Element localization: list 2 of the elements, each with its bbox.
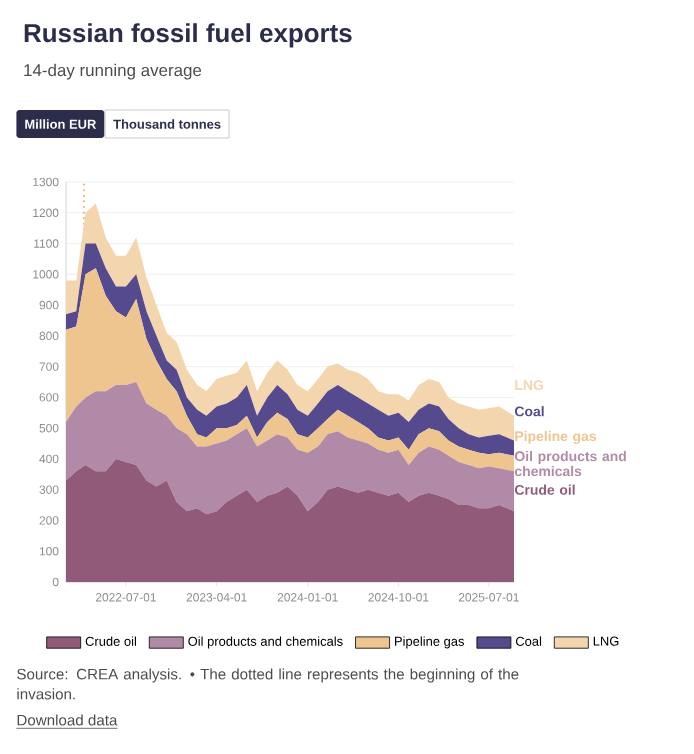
chart-title: Russian fossil fuel exports — [24, 23, 352, 48]
chart-subtitle: 14-day running average — [24, 63, 202, 80]
